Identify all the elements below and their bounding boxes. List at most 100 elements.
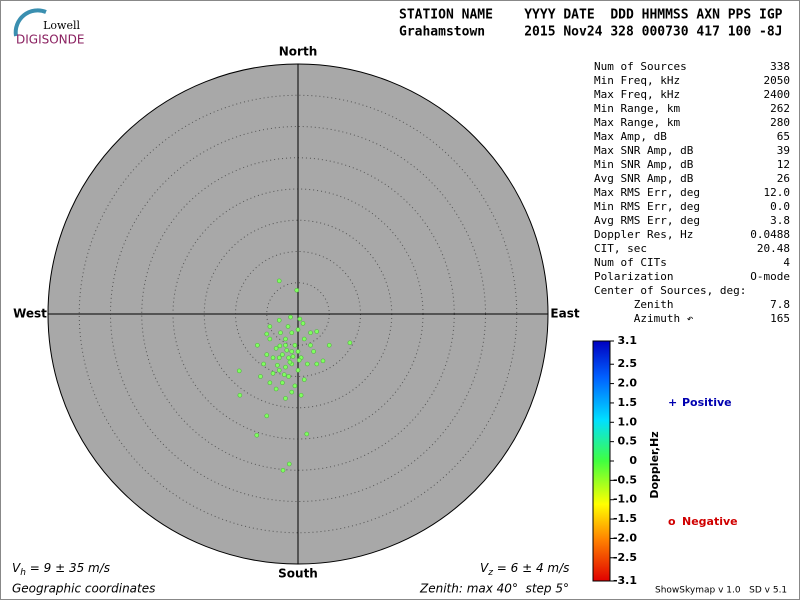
- source-point: [258, 374, 263, 379]
- source-point: [281, 372, 287, 377]
- logo-arc: [13, 8, 47, 37]
- source-point: [287, 359, 293, 365]
- source-point: [288, 314, 293, 320]
- source-point: [270, 355, 276, 361]
- colorbar-tick-label: 2.0: [618, 377, 638, 390]
- source-point: [276, 367, 282, 373]
- stat-value: 2050: [764, 74, 791, 87]
- stat-label: Min RMS Err, deg: [594, 200, 700, 213]
- stat-label: Avg SNR Amp, dB: [594, 172, 694, 185]
- colorbar-tick-label: 1.5: [618, 396, 638, 409]
- source-point: [314, 361, 320, 367]
- source-point: [308, 342, 313, 348]
- stat-label: Zenith: [594, 298, 673, 311]
- stat-label: Max Range, km: [594, 116, 680, 129]
- source-point: [276, 317, 282, 323]
- coords-note: Geographic coordinates: [12, 582, 155, 596]
- source-point: [295, 327, 301, 332]
- source-point: [289, 349, 295, 354]
- stat-value: 3.8: [770, 214, 790, 227]
- stat-value: 12.0: [764, 186, 791, 199]
- source-point: [295, 349, 301, 354]
- source-point: [294, 287, 300, 293]
- source-point: [275, 362, 280, 368]
- stat-value: 0.0: [770, 200, 790, 213]
- stat-label: Doppler Res, Hz: [594, 228, 693, 241]
- source-point: [297, 316, 303, 322]
- source-point: [267, 380, 273, 386]
- source-point: [283, 342, 288, 348]
- stat-value: 4: [783, 256, 790, 269]
- source-point: [296, 357, 302, 363]
- stat-label: Azimuth ↶: [594, 312, 694, 325]
- stat-label: Max RMS Err, deg: [594, 186, 700, 199]
- source-point: [267, 324, 273, 329]
- stat-label: Max Amp, dB: [594, 130, 667, 143]
- source-point: [283, 364, 288, 370]
- source-point: [292, 342, 298, 348]
- stat-label: Min SNR Amp, dB: [594, 158, 694, 171]
- colorbar-tick-label: -1.0: [613, 493, 637, 506]
- vz: Vz = 6 ± 4 m/s: [480, 561, 569, 578]
- stat-value: 12: [777, 158, 790, 171]
- source-point: [283, 396, 288, 401]
- stat-value: 65: [777, 130, 790, 143]
- source-point: [264, 413, 270, 419]
- source-point: [289, 389, 295, 395]
- colorbar: [592, 340, 611, 582]
- source-point: [301, 336, 307, 342]
- source-point: [347, 340, 353, 346]
- vh: Vh = 9 ± 35 m/s: [12, 561, 110, 578]
- stat-value: O-mode: [750, 270, 790, 283]
- source-point: [237, 392, 243, 398]
- colorbar-tick-label: -2.5: [613, 551, 637, 564]
- source-point: [292, 383, 298, 389]
- source-point: [264, 352, 270, 357]
- colorbar-tick-label: -0.5: [613, 473, 637, 486]
- stat-value: 165: [770, 312, 790, 325]
- source-point: [280, 380, 285, 386]
- stat-label: Min Freq, kHz: [594, 74, 680, 87]
- stat-value: 0.0488: [750, 228, 790, 241]
- source-point: [267, 336, 273, 342]
- colorbar-tick-label: 1.0: [618, 415, 638, 428]
- north-label: North: [279, 45, 317, 59]
- stat-value: 338: [770, 60, 790, 73]
- stat-value: 20.48: [757, 242, 790, 255]
- stat-value: 39: [777, 144, 790, 157]
- source-point: [270, 371, 276, 376]
- stat-value: 26: [777, 172, 790, 185]
- source-point: [304, 431, 310, 437]
- source-point: [300, 321, 306, 326]
- colorbar-tick-label: 2.5: [618, 357, 638, 370]
- legend-positive: Positive: [682, 396, 732, 409]
- colorbar-tick-label: 0.5: [618, 435, 638, 448]
- stat-value: 280: [770, 116, 790, 129]
- east-label: East: [550, 307, 579, 321]
- source-point: [295, 367, 301, 373]
- source-point: [285, 324, 291, 329]
- source-point: [305, 361, 310, 367]
- stat-label: CIT, sec: [594, 242, 647, 255]
- source-point: [280, 352, 285, 357]
- source-point: [261, 361, 266, 367]
- version: ShowSkymap v 1.0 SD v 5.1: [655, 586, 787, 596]
- stat-value: 7.8: [770, 298, 790, 311]
- source-point: [273, 346, 279, 351]
- source-point: [255, 342, 260, 348]
- source-point: [276, 278, 282, 284]
- source-point: [277, 343, 283, 349]
- source-point: [320, 358, 326, 364]
- source-point: [314, 329, 320, 334]
- source-point: [326, 342, 332, 348]
- source-point: [254, 432, 260, 438]
- source-point: [289, 330, 295, 336]
- colorbar-tick-label: -3.1: [613, 574, 637, 587]
- source-point: [284, 347, 290, 353]
- colorbar-tick-label: 0: [629, 454, 637, 467]
- header-line: STATION NAME YYYY DATE DDD HHMMSS AXN PP…: [399, 8, 783, 23]
- colorbar-label: Doppler,Hz: [648, 431, 661, 498]
- source-point: [290, 354, 296, 359]
- colorbar-tick-label: -2.0: [613, 531, 637, 544]
